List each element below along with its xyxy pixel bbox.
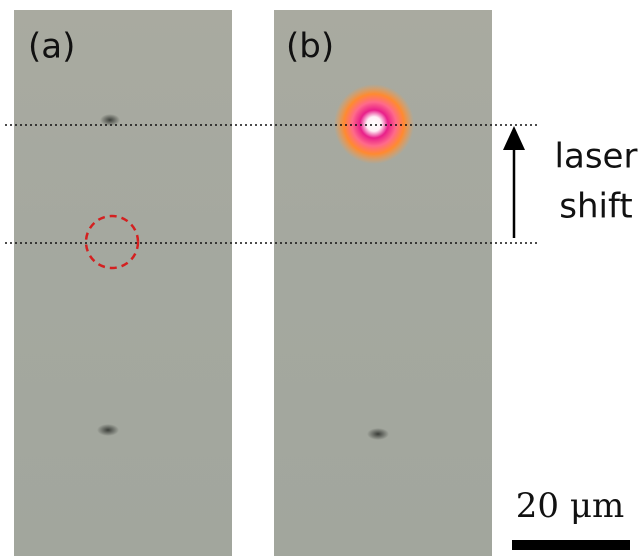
annotation: shift [559, 187, 632, 227]
arrow-head [503, 126, 525, 150]
figure: (a) (b) laser shift 20 μm [0, 0, 644, 556]
panel-b: (b) [274, 10, 492, 556]
defect [367, 428, 389, 440]
annotation: laser [555, 137, 638, 177]
panel-label: (b) [286, 27, 334, 67]
scale-bar [512, 540, 630, 550]
defect [97, 424, 119, 436]
scale-label: 20 μm [516, 486, 624, 526]
panel-a: (a) [14, 10, 232, 556]
panel-label: (a) [28, 27, 75, 67]
micrograph [14, 10, 232, 556]
laser-spot [334, 84, 414, 164]
